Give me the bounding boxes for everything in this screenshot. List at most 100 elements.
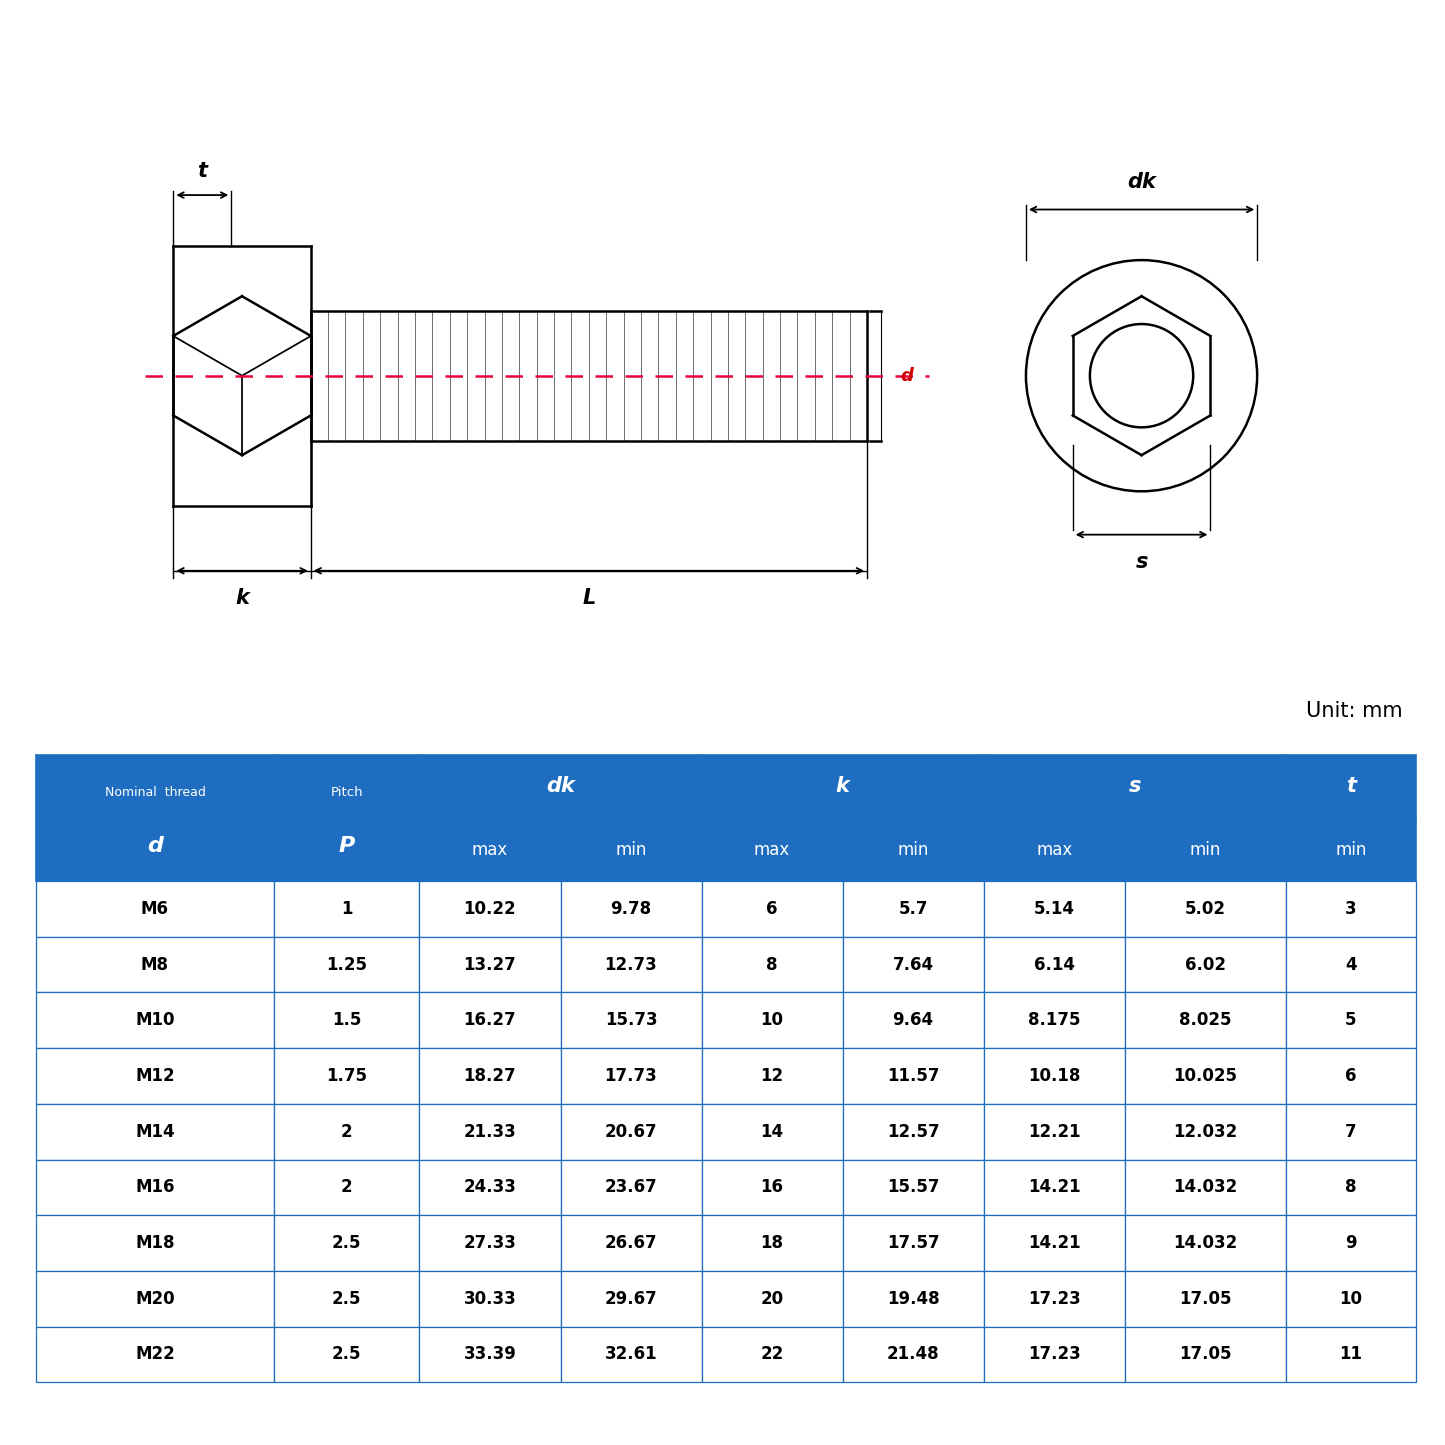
- Text: 13.27: 13.27: [464, 955, 516, 974]
- Bar: [273, 1272, 419, 1327]
- Text: 11.57: 11.57: [887, 1066, 939, 1085]
- Text: 20: 20: [760, 1290, 783, 1308]
- Bar: [273, 1159, 419, 1215]
- Text: 5.02: 5.02: [1185, 900, 1225, 918]
- Text: 2: 2: [341, 1179, 353, 1196]
- Text: 17.73: 17.73: [604, 1066, 657, 1085]
- Bar: [1124, 993, 1286, 1048]
- Text: 2.5: 2.5: [332, 1290, 361, 1308]
- Bar: [561, 818, 702, 881]
- Text: 1.5: 1.5: [332, 1011, 361, 1029]
- Text: 17.57: 17.57: [887, 1234, 939, 1253]
- Bar: [1124, 1272, 1286, 1327]
- Bar: [419, 1159, 561, 1215]
- Bar: [842, 1327, 984, 1383]
- Text: M10: M10: [136, 1011, 175, 1029]
- Text: 29.67: 29.67: [604, 1290, 657, 1308]
- Bar: [561, 1159, 702, 1215]
- Text: 9.64: 9.64: [893, 1011, 933, 1029]
- Text: Unit: mm: Unit: mm: [1306, 701, 1402, 721]
- Bar: [702, 754, 984, 818]
- Text: 17.23: 17.23: [1027, 1345, 1081, 1364]
- Bar: [842, 1104, 984, 1159]
- Text: 8.025: 8.025: [1179, 1011, 1231, 1029]
- Bar: [1286, 818, 1416, 881]
- Text: 8: 8: [1345, 1179, 1357, 1196]
- Bar: [419, 754, 702, 818]
- Bar: [561, 1327, 702, 1383]
- Text: 1.25: 1.25: [327, 955, 367, 974]
- Text: dk: dk: [546, 776, 575, 796]
- Bar: [1286, 881, 1416, 936]
- Text: M6: M6: [142, 900, 169, 918]
- Bar: [1286, 1327, 1416, 1383]
- Text: 12.21: 12.21: [1027, 1123, 1081, 1140]
- Text: 8: 8: [766, 955, 777, 974]
- Text: 12.57: 12.57: [887, 1123, 939, 1140]
- Bar: [702, 993, 842, 1048]
- Text: s: s: [1136, 552, 1147, 572]
- Bar: [1124, 818, 1286, 881]
- Text: 32.61: 32.61: [605, 1345, 657, 1364]
- Text: 3: 3: [1345, 900, 1357, 918]
- Text: M16: M16: [136, 1179, 175, 1196]
- Bar: [36, 1048, 273, 1104]
- Bar: [36, 1104, 273, 1159]
- Text: 18.27: 18.27: [464, 1066, 516, 1085]
- Text: 24.33: 24.33: [464, 1179, 516, 1196]
- Bar: [273, 1215, 419, 1272]
- Bar: [1124, 881, 1286, 936]
- Bar: [561, 881, 702, 936]
- Bar: [36, 993, 273, 1048]
- Text: t: t: [198, 160, 207, 181]
- Text: 21.48: 21.48: [887, 1345, 939, 1364]
- Bar: [842, 1272, 984, 1327]
- Text: min: min: [1189, 841, 1221, 858]
- Text: 4: 4: [1345, 955, 1357, 974]
- Bar: [984, 1272, 1124, 1327]
- Bar: [842, 1215, 984, 1272]
- Bar: [702, 1048, 842, 1104]
- Text: 14.21: 14.21: [1027, 1179, 1081, 1196]
- Text: k: k: [835, 776, 850, 796]
- Bar: [984, 754, 1286, 818]
- Bar: [702, 818, 842, 881]
- Text: 10.18: 10.18: [1027, 1066, 1081, 1085]
- Text: 14.032: 14.032: [1173, 1234, 1237, 1253]
- Bar: [1286, 754, 1416, 818]
- Bar: [1124, 1215, 1286, 1272]
- Bar: [36, 1215, 273, 1272]
- Bar: [984, 993, 1124, 1048]
- Bar: [1286, 993, 1416, 1048]
- Bar: [984, 1327, 1124, 1383]
- Text: 10: 10: [1340, 1290, 1363, 1308]
- Text: 5.14: 5.14: [1033, 900, 1075, 918]
- Bar: [36, 881, 273, 936]
- Bar: [1124, 1104, 1286, 1159]
- Text: s: s: [1129, 776, 1142, 796]
- Bar: [1286, 1104, 1416, 1159]
- Text: 26.67: 26.67: [605, 1234, 657, 1253]
- Text: d: d: [900, 367, 913, 384]
- Bar: [1124, 1048, 1286, 1104]
- Text: L: L: [582, 588, 595, 608]
- Text: d: d: [147, 835, 163, 855]
- Text: 14: 14: [760, 1123, 783, 1140]
- Bar: [702, 1327, 842, 1383]
- Bar: [984, 1104, 1124, 1159]
- Text: M12: M12: [136, 1066, 175, 1085]
- Bar: [1124, 936, 1286, 993]
- Text: 19.48: 19.48: [887, 1290, 939, 1308]
- Bar: [842, 936, 984, 993]
- Bar: [419, 993, 561, 1048]
- Bar: [842, 1048, 984, 1104]
- Bar: [36, 1327, 273, 1383]
- Bar: [1286, 936, 1416, 993]
- Text: 22: 22: [760, 1345, 783, 1364]
- Text: 1.75: 1.75: [327, 1066, 367, 1085]
- Text: 17.23: 17.23: [1027, 1290, 1081, 1308]
- Bar: [842, 1159, 984, 1215]
- Text: M20: M20: [136, 1290, 175, 1308]
- Bar: [561, 1215, 702, 1272]
- Bar: [984, 818, 1124, 881]
